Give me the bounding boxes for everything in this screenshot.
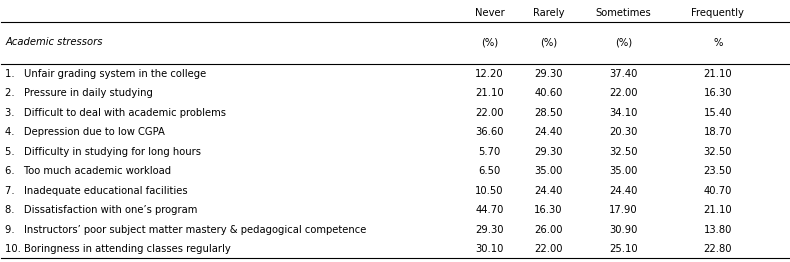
Text: 29.30: 29.30: [534, 147, 562, 157]
Text: 22.80: 22.80: [704, 244, 732, 254]
Text: (%): (%): [481, 38, 498, 48]
Text: 5.70: 5.70: [478, 147, 501, 157]
Text: 35.00: 35.00: [609, 166, 638, 176]
Text: 22.00: 22.00: [534, 244, 562, 254]
Text: 13.80: 13.80: [704, 225, 732, 234]
Text: 30.90: 30.90: [609, 225, 638, 234]
Text: 26.00: 26.00: [534, 225, 562, 234]
Text: 22.00: 22.00: [476, 108, 504, 118]
Text: 8.   Dissatisfaction with one’s program: 8. Dissatisfaction with one’s program: [6, 205, 198, 215]
Text: 29.30: 29.30: [534, 69, 562, 79]
Text: Never: Never: [475, 8, 504, 18]
Text: 25.10: 25.10: [609, 244, 638, 254]
Text: 44.70: 44.70: [476, 205, 504, 215]
Text: 21.10: 21.10: [475, 88, 504, 99]
Text: 16.30: 16.30: [534, 205, 562, 215]
Text: Frequently: Frequently: [691, 8, 744, 18]
Text: 22.00: 22.00: [609, 88, 638, 99]
Text: 15.40: 15.40: [704, 108, 732, 118]
Text: 29.30: 29.30: [476, 225, 504, 234]
Text: 30.10: 30.10: [476, 244, 504, 254]
Text: 3.   Difficult to deal with academic problems: 3. Difficult to deal with academic probl…: [6, 108, 226, 118]
Text: 9.   Instructors’ poor subject matter mastery & pedagogical competence: 9. Instructors’ poor subject matter mast…: [6, 225, 367, 234]
Text: Sometimes: Sometimes: [596, 8, 651, 18]
Text: 28.50: 28.50: [534, 108, 562, 118]
Text: 4.   Depression due to low CGPA: 4. Depression due to low CGPA: [6, 127, 165, 137]
Text: 17.90: 17.90: [609, 205, 638, 215]
Text: 24.40: 24.40: [534, 185, 562, 196]
Text: 24.40: 24.40: [609, 185, 638, 196]
Text: 7.   Inadequate educational facilities: 7. Inadequate educational facilities: [6, 185, 188, 196]
Text: %: %: [713, 38, 722, 48]
Text: 21.10: 21.10: [703, 205, 732, 215]
Text: 18.70: 18.70: [704, 127, 732, 137]
Text: 36.60: 36.60: [476, 127, 504, 137]
Text: 20.30: 20.30: [609, 127, 638, 137]
Text: 6.50: 6.50: [478, 166, 501, 176]
Text: 32.50: 32.50: [609, 147, 638, 157]
Text: 40.70: 40.70: [704, 185, 732, 196]
Text: (%): (%): [540, 38, 557, 48]
Text: 21.10: 21.10: [703, 69, 732, 79]
Text: 16.30: 16.30: [704, 88, 732, 99]
Text: 5.   Difficulty in studying for long hours: 5. Difficulty in studying for long hours: [6, 147, 201, 157]
Text: 2.   Pressure in daily studying: 2. Pressure in daily studying: [6, 88, 153, 99]
Text: 40.60: 40.60: [534, 88, 562, 99]
Text: 12.20: 12.20: [475, 69, 504, 79]
Text: 35.00: 35.00: [534, 166, 562, 176]
Text: 10.50: 10.50: [476, 185, 504, 196]
Text: 34.10: 34.10: [609, 108, 638, 118]
Text: 37.40: 37.40: [609, 69, 638, 79]
Text: 6.   Too much academic workload: 6. Too much academic workload: [6, 166, 171, 176]
Text: 24.40: 24.40: [534, 127, 562, 137]
Text: 1.   Unfair grading system in the college: 1. Unfair grading system in the college: [6, 69, 206, 79]
Text: 32.50: 32.50: [704, 147, 732, 157]
Text: Academic stressors: Academic stressors: [6, 37, 103, 47]
Text: 10. Boringness in attending classes regularly: 10. Boringness in attending classes regu…: [6, 244, 231, 254]
Text: Rarely: Rarely: [532, 8, 564, 18]
Text: (%): (%): [615, 38, 632, 48]
Text: 23.50: 23.50: [704, 166, 732, 176]
